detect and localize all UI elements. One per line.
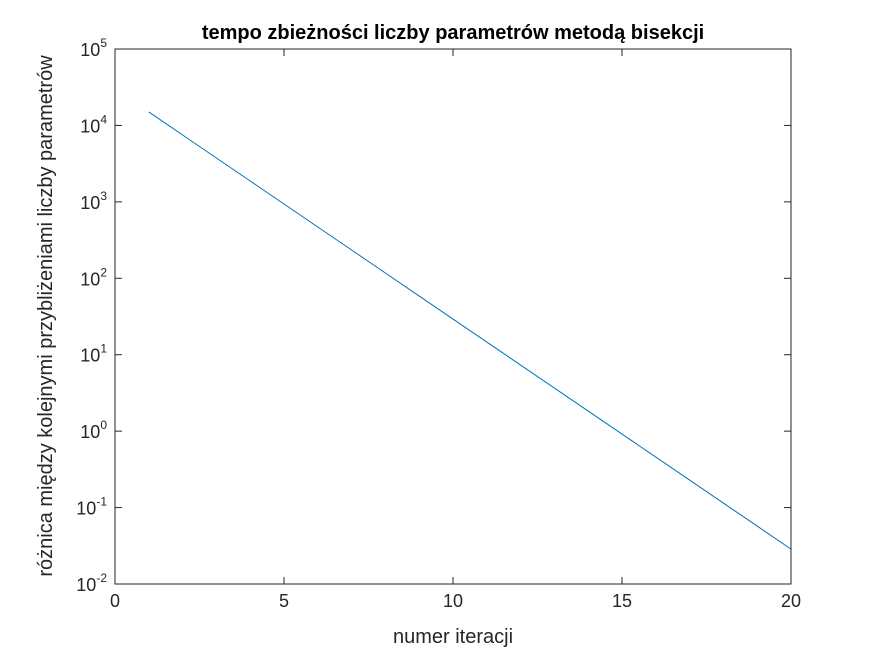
x-tick-label: 5 — [279, 591, 289, 611]
y-tick-label: 101 — [80, 342, 107, 366]
y-tick-exponent: 1 — [100, 342, 107, 356]
y-tick-exponent: 2 — [100, 265, 107, 279]
y-tick-label: 100 — [80, 418, 107, 442]
y-tick-base: 10 — [80, 269, 100, 289]
x-axis-label: numer iteracji — [393, 626, 513, 648]
y-axis-label: różnica między kolejnymi przybliżeniami … — [35, 55, 57, 577]
y-tick-base: 10 — [80, 346, 100, 366]
y-tick-label: 10-1 — [76, 495, 107, 519]
x-tick-label: 0 — [110, 591, 120, 611]
y-tick-exponent: 4 — [100, 112, 107, 126]
y-tick-base: 10 — [76, 499, 96, 519]
x-tick-label: 20 — [781, 591, 801, 611]
x-axis-ticks: 0 5 10 15 20 — [110, 49, 801, 611]
y-tick-base: 10 — [80, 193, 100, 213]
y-tick-label: 104 — [80, 112, 107, 136]
y-tick-exponent: -1 — [96, 495, 107, 509]
y-tick-exponent: -2 — [96, 571, 107, 585]
y-tick-label: 10-2 — [76, 571, 107, 595]
y-tick-base: 10 — [76, 575, 96, 595]
y-tick-base: 10 — [80, 422, 100, 442]
x-tick-label: 15 — [612, 591, 632, 611]
y-tick-exponent: 5 — [100, 36, 107, 50]
y-tick-exponent: 0 — [100, 418, 107, 432]
x-tick-label: 10 — [443, 591, 463, 611]
series-layer — [148, 111, 792, 550]
series-line — [148, 111, 792, 550]
y-tick-label: 103 — [80, 189, 107, 213]
y-tick-base: 10 — [80, 116, 100, 136]
y-tick-label: 105 — [80, 36, 107, 60]
chart-title: tempo zbieżności liczby parametrów metod… — [202, 22, 704, 44]
plot-area — [115, 49, 791, 584]
y-tick-base: 10 — [80, 40, 100, 60]
y-tick-label: 102 — [80, 265, 107, 289]
y-tick-exponent: 3 — [100, 189, 107, 203]
